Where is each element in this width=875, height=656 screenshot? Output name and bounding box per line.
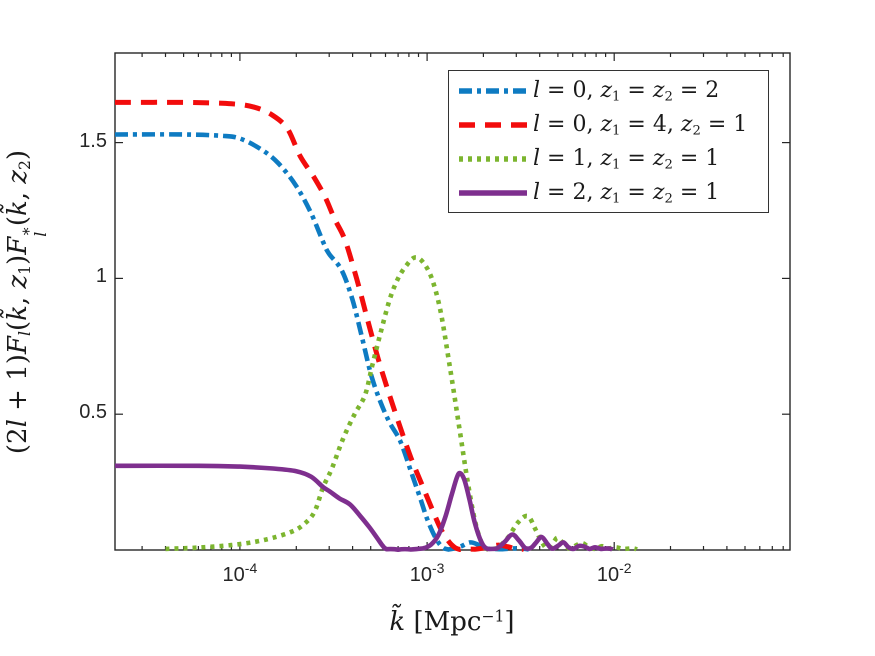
math-segment: = 2, <box>540 179 601 205</box>
math-segment: ( <box>2 215 33 227</box>
math-segment: = 1 <box>672 145 720 171</box>
legend-item-label: l = 0, z1 = 4, z2 = 1 <box>533 112 747 138</box>
math-segment: 2 <box>664 89 673 105</box>
math-segment: = <box>620 145 653 171</box>
legend-line-sample-l1_z1_1 <box>459 156 527 162</box>
legend-item: l = 0, z1 = 4, z2 = 1 <box>457 108 768 142</box>
y-axis-label: (2l + 1)Fl(k̃, z1)F ∗ l (k̃, z2) <box>2 149 51 455</box>
math-segment: z <box>600 179 613 205</box>
legend-line-sample-l0_z2_2 <box>459 88 527 94</box>
math-segment: [Mpc <box>405 607 482 637</box>
legend-item-label: l = 0, z1 = z2 = 2 <box>533 78 719 104</box>
y-tick-label: 1.5 <box>79 129 107 152</box>
math-segment: 1 <box>612 123 621 139</box>
legend-item-label: l = 1, z1 = z2 = 1 <box>533 146 719 172</box>
math-segment: = 0, <box>540 111 601 137</box>
curve-l0_z4_z1 <box>115 99 525 552</box>
math-segment: 2 <box>664 191 673 207</box>
math-segment: l <box>533 77 541 103</box>
math-segment: = 1 <box>700 111 748 137</box>
math-segment: z <box>652 179 665 205</box>
math-segment: = <box>620 77 653 103</box>
math-segment: F <box>2 236 33 255</box>
curve-l0_z2_2 <box>115 132 530 552</box>
math-segment: l <box>533 145 541 171</box>
math-segment: = 0, <box>540 77 601 103</box>
math-segment: = 1, <box>540 145 601 171</box>
math-segment: 1 <box>612 157 621 173</box>
math-segment: F <box>2 336 33 355</box>
legend-line-sample-l2_z1_1 <box>459 190 527 196</box>
math-segment: = <box>620 179 653 205</box>
math-segment: = 4, <box>620 111 681 137</box>
math-segment: + 1) <box>2 354 33 420</box>
math-segment: 1 <box>612 89 621 105</box>
math-segment: (2 <box>2 427 33 455</box>
curve-l2_z1_1 <box>115 463 614 552</box>
curve-l1_z1_1 <box>165 255 639 552</box>
math-segment: z <box>652 145 665 171</box>
math-segment: l <box>533 179 541 205</box>
math-segment: 2 <box>664 157 673 173</box>
math-segment: 2 <box>15 160 34 170</box>
math-segment: 1 <box>612 191 621 207</box>
x-tick-label: 10-3 <box>409 560 445 586</box>
y-tick-label: 0.5 <box>79 401 107 424</box>
math-segment: l <box>15 331 34 337</box>
math-segment: z <box>600 145 613 171</box>
math-segment: k̃ <box>389 607 406 637</box>
math-segment: k̃ <box>2 200 33 216</box>
math-segment: −1 <box>481 607 505 626</box>
math-segment: z <box>2 274 33 289</box>
sub-sup-stack: ∗ l <box>17 226 51 237</box>
legend-item: l = 2, z1 = z2 = 1 <box>457 176 768 210</box>
legend-line-sample-l0_z4_z1 <box>459 122 527 128</box>
math-segment: , <box>2 288 33 306</box>
math-segment: k̃ <box>2 305 33 321</box>
math-segment: l <box>2 419 33 428</box>
legend-item: l = 0, z1 = z2 = 2 <box>457 74 768 108</box>
legend-item-label: l = 2, z1 = z2 = 1 <box>533 180 719 206</box>
math-segment: z <box>600 77 613 103</box>
x-tick-label: 10-2 <box>596 560 632 586</box>
math-segment: 2 <box>692 123 701 139</box>
math-segment: l <box>533 111 541 137</box>
math-segment: ] <box>504 607 515 637</box>
math-segment: 1 <box>15 264 34 275</box>
math-segment: ) <box>2 254 33 265</box>
math-segment: z <box>2 169 33 184</box>
math-segment: z <box>600 111 613 137</box>
math-segment: z <box>652 77 665 103</box>
x-tick-label: 10-4 <box>222 560 258 586</box>
math-segment: ( <box>2 320 33 332</box>
math-segment: = 1 <box>672 179 720 205</box>
math-segment: ) <box>2 149 33 161</box>
y-tick-label: 1 <box>95 265 107 288</box>
legend-item: l = 1, z1 = z2 = 1 <box>457 142 768 176</box>
math-segment: = 2 <box>672 77 720 103</box>
math-segment: z <box>680 111 693 137</box>
math-segment: , <box>2 183 33 201</box>
x-axis-label: k̃ [Mpc−1] <box>389 607 514 637</box>
